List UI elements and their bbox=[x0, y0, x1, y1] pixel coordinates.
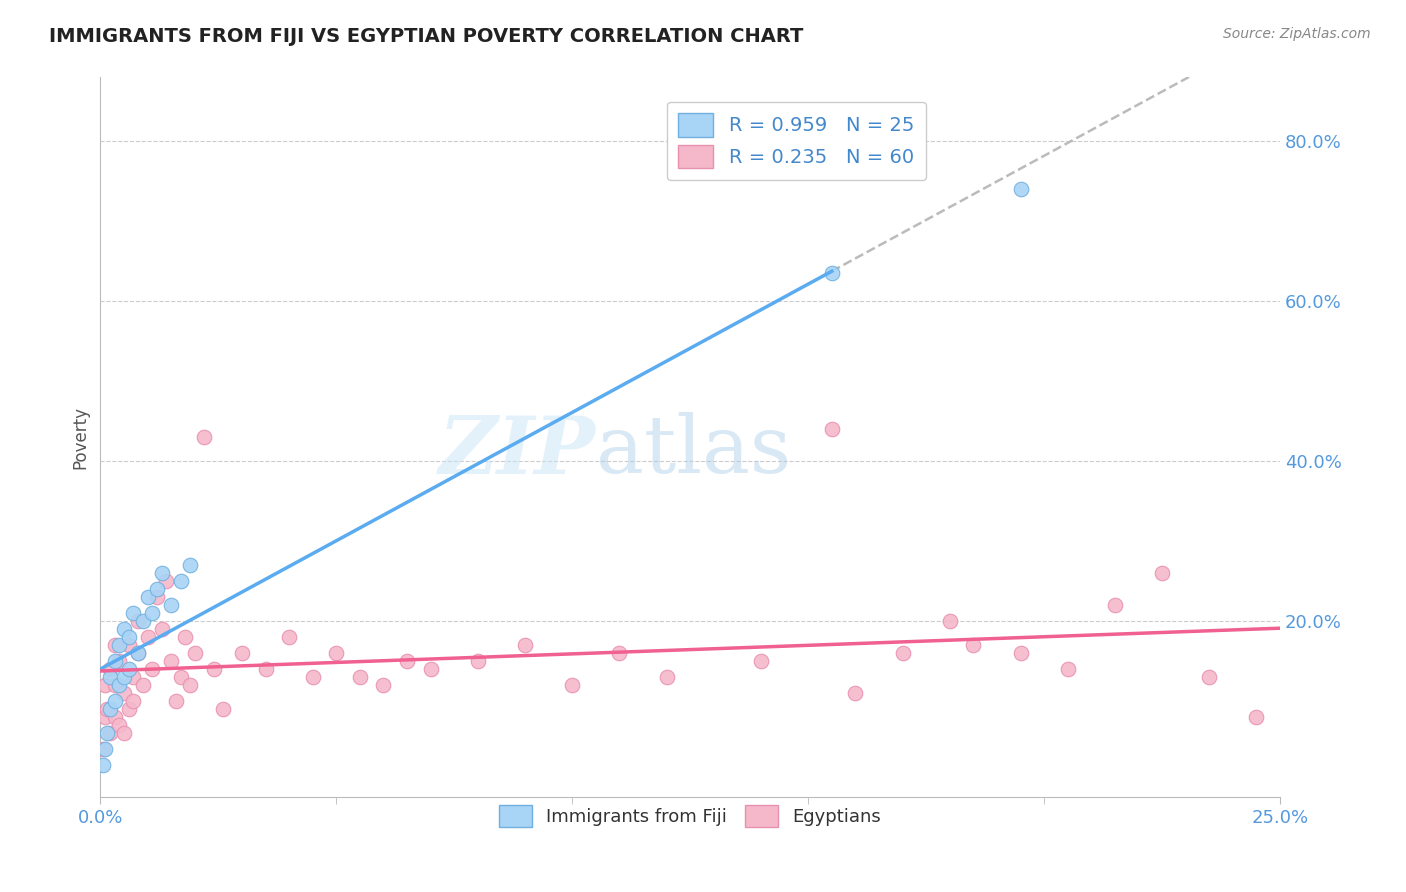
Point bbox=[325, 646, 347, 660]
Point bbox=[655, 670, 678, 684]
Y-axis label: Poverty: Poverty bbox=[72, 406, 89, 468]
Point bbox=[212, 702, 235, 716]
Point bbox=[141, 662, 163, 676]
Text: ZIP: ZIP bbox=[439, 413, 596, 491]
Point bbox=[1010, 182, 1032, 196]
Point bbox=[94, 710, 117, 724]
Point bbox=[1104, 598, 1126, 612]
Point bbox=[513, 638, 536, 652]
Point bbox=[94, 741, 117, 756]
Point bbox=[122, 670, 145, 684]
Point bbox=[821, 422, 844, 436]
Point bbox=[103, 654, 125, 668]
Text: Source: ZipAtlas.com: Source: ZipAtlas.com bbox=[1223, 27, 1371, 41]
Text: atlas: atlas bbox=[596, 412, 792, 491]
Point bbox=[1056, 662, 1078, 676]
Point bbox=[132, 614, 155, 628]
Point bbox=[155, 574, 177, 588]
Point bbox=[821, 266, 844, 280]
Point bbox=[98, 726, 121, 740]
Point bbox=[165, 694, 187, 708]
Point bbox=[254, 662, 277, 676]
Point bbox=[373, 678, 395, 692]
Text: IMMIGRANTS FROM FIJI VS EGYPTIAN POVERTY CORRELATION CHART: IMMIGRANTS FROM FIJI VS EGYPTIAN POVERTY… bbox=[49, 27, 804, 45]
Point bbox=[202, 662, 225, 676]
Point bbox=[122, 606, 145, 620]
Point bbox=[561, 678, 583, 692]
Point bbox=[1198, 670, 1220, 684]
Legend: Immigrants from Fiji, Egyptians: Immigrants from Fiji, Egyptians bbox=[492, 798, 889, 835]
Point bbox=[132, 678, 155, 692]
Point bbox=[844, 686, 866, 700]
Point bbox=[96, 726, 118, 740]
Point bbox=[160, 598, 183, 612]
Point bbox=[98, 662, 121, 676]
Point bbox=[169, 670, 191, 684]
Point bbox=[419, 662, 441, 676]
Point bbox=[174, 630, 197, 644]
Point bbox=[349, 670, 371, 684]
Point bbox=[150, 622, 173, 636]
Point bbox=[91, 741, 114, 756]
Point bbox=[98, 702, 121, 716]
Point bbox=[103, 638, 125, 652]
Point bbox=[108, 654, 131, 668]
Point bbox=[118, 630, 141, 644]
Point bbox=[141, 606, 163, 620]
Point bbox=[127, 646, 149, 660]
Point bbox=[127, 646, 149, 660]
Point bbox=[146, 582, 169, 596]
Point bbox=[118, 702, 141, 716]
Point bbox=[118, 662, 141, 676]
Point bbox=[103, 710, 125, 724]
Point bbox=[98, 670, 121, 684]
Point bbox=[136, 590, 159, 604]
Point bbox=[169, 574, 191, 588]
Point bbox=[112, 670, 135, 684]
Point bbox=[122, 694, 145, 708]
Point bbox=[108, 718, 131, 732]
Point bbox=[103, 678, 125, 692]
Point bbox=[91, 757, 114, 772]
Point bbox=[112, 622, 135, 636]
Point bbox=[136, 630, 159, 644]
Point bbox=[127, 614, 149, 628]
Point bbox=[150, 566, 173, 580]
Point bbox=[1010, 646, 1032, 660]
Point bbox=[94, 678, 117, 692]
Point bbox=[962, 638, 984, 652]
Point bbox=[749, 654, 772, 668]
Point bbox=[183, 646, 205, 660]
Point bbox=[160, 654, 183, 668]
Point bbox=[103, 694, 125, 708]
Point bbox=[891, 646, 914, 660]
Point bbox=[278, 630, 301, 644]
Point bbox=[179, 678, 201, 692]
Point bbox=[231, 646, 253, 660]
Point bbox=[146, 590, 169, 604]
Point bbox=[938, 614, 960, 628]
Point bbox=[108, 678, 131, 692]
Point bbox=[609, 646, 631, 660]
Point bbox=[179, 558, 201, 572]
Point bbox=[108, 638, 131, 652]
Point bbox=[301, 670, 323, 684]
Point bbox=[118, 638, 141, 652]
Point bbox=[112, 686, 135, 700]
Point bbox=[467, 654, 489, 668]
Point bbox=[112, 726, 135, 740]
Point bbox=[96, 702, 118, 716]
Point bbox=[1246, 710, 1268, 724]
Point bbox=[396, 654, 419, 668]
Point bbox=[193, 430, 215, 444]
Point bbox=[1152, 566, 1174, 580]
